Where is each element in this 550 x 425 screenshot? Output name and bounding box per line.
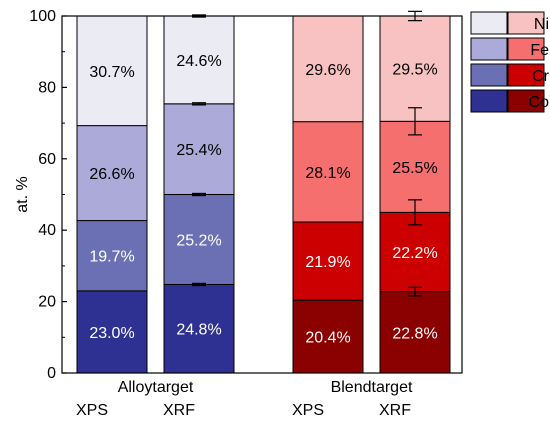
method-label: XPS: [76, 402, 108, 419]
bar-segment-fe: [292, 121, 364, 223]
data-label: 29.6%: [305, 62, 350, 79]
bar-segment-ni: [292, 15, 364, 123]
y-tick-label: 100: [29, 8, 56, 25]
data-label: 25.4%: [176, 142, 221, 159]
legend-swatch-alloy-fe: [470, 37, 508, 61]
data-label: 21.9%: [305, 254, 350, 271]
legend-swatch-blend-fe: [507, 37, 545, 61]
data-label: 29.5%: [392, 62, 437, 79]
bar-segment-co: [76, 290, 148, 374]
data-label: 28.1%: [305, 165, 350, 182]
data-label: 26.6%: [89, 166, 134, 183]
data-label: 25.5%: [392, 160, 437, 177]
y-tick-label: 20: [38, 294, 56, 311]
legend: Ni Fe Cr Co: [470, 11, 550, 113]
y-tick-label: 80: [38, 79, 56, 96]
bar-segment-cr: [76, 220, 148, 292]
group-label: Alloytarget: [118, 379, 194, 396]
legend-swatch-blend-cr: [507, 63, 545, 87]
legend-swatch-alloy-cr: [470, 63, 508, 87]
bar-segment-ni: [76, 15, 148, 127]
bar-segment-ni: [163, 15, 235, 105]
method-label: XPS: [292, 402, 324, 419]
y-axis-title: at. %: [14, 176, 31, 212]
legend-swatch-blend-ni: [507, 11, 545, 35]
data-label: 22.2%: [392, 245, 437, 262]
data-label: 20.4%: [305, 330, 350, 347]
data-label: 22.8%: [392, 325, 437, 342]
y-tick-label: 40: [38, 222, 56, 239]
bar-segment-ni: [379, 15, 451, 122]
y-tick-label: 60: [38, 151, 56, 168]
bar-segment-cr: [163, 194, 235, 285]
data-label: 25.2%: [176, 232, 221, 249]
legend-label-cr: Cr: [532, 68, 550, 85]
y-tick-label: 0: [47, 365, 56, 382]
data-label: 30.7%: [89, 64, 134, 81]
data-label: 24.8%: [176, 322, 221, 339]
group-label: Blendtarget: [331, 379, 413, 396]
legend-swatch-alloy-ni: [470, 11, 508, 35]
legend-label-ni: Ni: [534, 16, 549, 33]
legend-label-fe: Fe: [530, 42, 549, 59]
legend-label-co: Co: [529, 94, 550, 111]
data-label: 23.0%: [89, 325, 134, 342]
method-label: XRF: [163, 402, 195, 419]
plot-area: 23.0% 19.7% 26.6% 30.7% 24.8% 25.2% 25.4% 24.6%…: [76, 10, 451, 374]
bar-segment-co: [163, 283, 235, 374]
y-axis: 0 20 40 60 80 100: [29, 8, 463, 382]
legend-swatch-blend-co: [507, 89, 545, 113]
bar-segment-cr: [292, 221, 364, 301]
method-label: XRF: [379, 402, 411, 419]
data-label: 24.6%: [176, 53, 221, 70]
x-axis-labels: XPS XRF Alloytarget XPS XRF Blendtarget: [76, 379, 413, 419]
legend-swatch-alloy-co: [470, 89, 508, 113]
data-label: 19.7%: [89, 249, 134, 266]
